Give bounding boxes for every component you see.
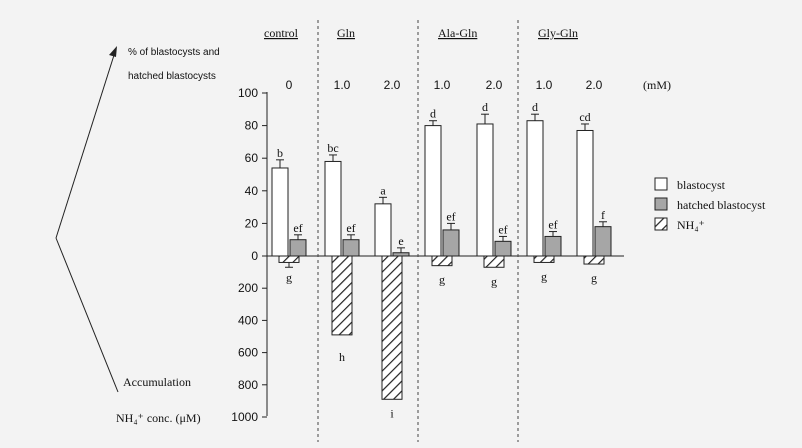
- legend-swatch: [654, 217, 668, 231]
- concentration-label: 1.0: [434, 78, 451, 92]
- bar-blastocyst: [271, 167, 289, 257]
- bar-nh4: [533, 255, 555, 263]
- y-tick-label: 20: [245, 216, 259, 230]
- bar-hatched-blastocyst: [494, 240, 512, 257]
- top-axis-label-line1: % of blastocysts and: [128, 47, 220, 58]
- bar-blastocyst: [324, 160, 342, 257]
- y-tick-label: 400: [238, 313, 258, 327]
- legend-swatch: [654, 197, 668, 211]
- significance-label: g: [591, 271, 597, 285]
- significance-label: g: [439, 273, 445, 287]
- concentration-label: 2.0: [586, 78, 603, 92]
- group-header: Gln: [337, 26, 355, 40]
- bar-hatched-blastocyst: [544, 235, 562, 257]
- top-axis-label-line2: hatched blastocysts: [128, 71, 216, 82]
- bar-hatched-blastocyst: [442, 229, 460, 257]
- group-header: Ala-Gln: [438, 26, 477, 40]
- legend-label: blastocyst: [677, 178, 726, 192]
- significance-label: d: [532, 100, 538, 114]
- significance-label: b: [277, 146, 283, 160]
- bar-blastocyst: [424, 125, 442, 257]
- bar-blastocyst: [526, 120, 544, 257]
- concentration-label: 0: [286, 78, 293, 92]
- group-header: Gly-Gln: [538, 26, 578, 40]
- concentration-label: 1.0: [334, 78, 351, 92]
- legend-label: NH₄⁺: [677, 218, 705, 232]
- bracket-lower-line: [55, 237, 119, 393]
- significance-label: g: [541, 269, 547, 283]
- unit-label: (mM): [643, 78, 671, 92]
- significance-label: ef: [346, 221, 355, 235]
- bar-nh4: [431, 255, 453, 267]
- significance-label: f: [601, 208, 605, 222]
- bar-hatched-blastocyst: [289, 239, 307, 257]
- significance-label: h: [339, 350, 345, 364]
- bar-hatched-blastocyst: [342, 239, 360, 257]
- y-tick-label: 600: [238, 346, 258, 360]
- concentration-label: 1.0: [536, 78, 553, 92]
- y-tick-label: 800: [238, 378, 258, 392]
- significance-label: d: [430, 107, 436, 121]
- significance-label: ef: [498, 222, 507, 236]
- bar-blastocyst: [374, 203, 392, 257]
- bar-nh4: [381, 255, 403, 400]
- significance-label: i: [390, 406, 394, 420]
- bar-hatched-blastocyst: [594, 226, 612, 257]
- bar-blastocyst: [476, 123, 494, 257]
- group-header: control: [264, 26, 299, 40]
- y-tick-label: 1000: [231, 410, 258, 424]
- bracket-upper-line: [55, 51, 116, 239]
- significance-label: bc: [327, 141, 338, 155]
- y-tick-label: 100: [238, 86, 258, 100]
- bottom-axis-label-line2: NH₄⁺ conc. (μM): [116, 411, 201, 425]
- significance-label: ef: [293, 221, 302, 235]
- bottom-axis-label-line1: Accumulation: [123, 375, 191, 389]
- concentration-label: 2.0: [486, 78, 503, 92]
- y-tick-label: 200: [238, 281, 258, 295]
- y-tick-label: 60: [245, 151, 259, 165]
- legend-swatch: [654, 177, 668, 191]
- significance-label: cd: [579, 110, 590, 124]
- y-tick-label: 40: [245, 184, 259, 198]
- bar-nh4: [483, 255, 505, 268]
- bar-blastocyst: [576, 129, 594, 257]
- significance-label: e: [398, 234, 403, 248]
- legend-label: hatched blastocyst: [677, 198, 766, 212]
- bar-nh4: [278, 255, 300, 263]
- significance-label: a: [380, 183, 386, 197]
- significance-label: ef: [548, 218, 557, 232]
- significance-label: g: [491, 274, 497, 288]
- significance-label: d: [482, 100, 488, 114]
- bracket-arrowhead: [109, 46, 117, 57]
- significance-label: g: [286, 270, 292, 284]
- y-tick-label: 0: [251, 249, 258, 263]
- bar-nh4: [331, 255, 353, 336]
- y-tick-label: 80: [245, 119, 259, 133]
- bar-nh4: [583, 255, 605, 265]
- significance-label: ef: [446, 209, 455, 223]
- concentration-label: 2.0: [384, 78, 401, 92]
